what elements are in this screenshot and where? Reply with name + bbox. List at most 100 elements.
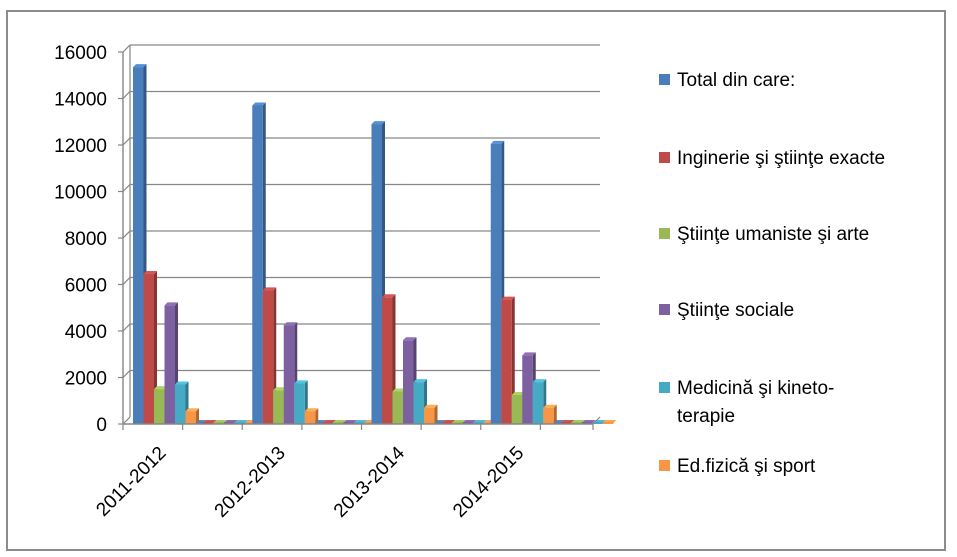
floor-piece-front <box>353 422 365 424</box>
bar-top <box>511 391 526 395</box>
bar-top <box>164 302 178 306</box>
x-tick-label: 2011-2012 <box>92 443 170 521</box>
bar-top <box>294 380 308 384</box>
floor-piece-front <box>192 422 204 424</box>
x-axis-ticks: 2011-2012 2012-2013 2013-2014 2014-2015 <box>92 424 594 522</box>
floor-piece-front <box>343 422 354 424</box>
bar-top <box>392 388 406 392</box>
legend-swatch <box>659 228 670 239</box>
bar-front <box>403 340 414 424</box>
bar-top <box>543 404 557 408</box>
bar-top <box>273 387 287 391</box>
legend-swatch <box>659 382 670 393</box>
bar-front <box>532 382 544 424</box>
y-tick-label: 10000 <box>54 183 107 204</box>
floor-piece-front <box>483 422 495 424</box>
bar-front <box>522 355 533 424</box>
bar <box>543 404 557 424</box>
gridline-side <box>122 44 131 53</box>
floor-piece-front <box>441 422 453 424</box>
bar-side <box>511 296 515 424</box>
gridline-side <box>122 230 131 239</box>
y-tick-label: 0 <box>96 415 107 436</box>
bar-front <box>424 407 435 424</box>
legend-label: Ştiinţe umaniste şi arte <box>677 224 869 245</box>
gridline-side <box>122 370 131 378</box>
bar-top <box>424 404 438 408</box>
bar-front <box>543 407 554 424</box>
floor-piece-front <box>213 422 225 424</box>
bar-top <box>252 102 266 106</box>
bar-top <box>154 386 168 390</box>
floor-piece-front <box>581 422 593 424</box>
legend: Total din care: Inginerie şi ştiinţe exac… <box>659 70 885 477</box>
floor-piece-front <box>322 422 333 424</box>
x-tick-label: 2012-2013 <box>211 443 290 522</box>
bar-front <box>133 67 144 425</box>
floor-piece-front <box>560 422 572 424</box>
legend-label: Ed.fizică şi sport <box>677 456 816 477</box>
gridlines <box>122 44 600 425</box>
floor-piece-front <box>473 422 484 424</box>
bar-side <box>434 404 438 424</box>
legend-item: Inginerie şi ştiinţe exacte <box>659 148 885 169</box>
bar-top <box>262 287 277 291</box>
bar-top <box>143 271 157 275</box>
floor-piece-front <box>550 422 561 424</box>
bar-front <box>262 290 274 424</box>
gridline-side <box>122 184 131 192</box>
bar-top <box>371 121 385 125</box>
y-tick-label: 12000 <box>54 136 107 157</box>
bar-front <box>490 143 502 424</box>
bar-front <box>511 394 523 424</box>
bar <box>501 296 515 424</box>
y-axis-ticks: 0 2000 4000 6000 8000 10000 12000 14000 16000 <box>54 43 123 436</box>
floor-piece-front <box>224 422 235 424</box>
bars <box>133 64 557 425</box>
floor-piece-front <box>245 422 256 424</box>
bar-front <box>304 411 316 424</box>
bar-top <box>185 408 199 412</box>
y-tick-label: 14000 <box>54 90 107 111</box>
floor-piece-front <box>462 422 474 424</box>
floor-piece-front <box>452 422 463 424</box>
floor-piece-front <box>592 422 603 424</box>
bar-front <box>175 384 186 424</box>
bar-side <box>553 404 557 424</box>
bar-front <box>273 390 284 424</box>
bar-top <box>522 352 536 356</box>
legend-swatch <box>659 304 670 315</box>
legend-label: Inginerie şi ştiinţe exacte <box>677 148 885 169</box>
legend-swatch <box>659 152 670 163</box>
x-axis-end <box>592 416 601 425</box>
x-tick-label: 2013-2014 <box>330 442 409 521</box>
legend-swatch <box>659 460 670 471</box>
bar-front <box>294 383 305 424</box>
y-tick-label: 6000 <box>65 276 107 297</box>
legend-label: Total din care: <box>677 70 795 91</box>
bar-top <box>382 294 396 298</box>
legend-item: Medicină şi kineto-terapie <box>659 378 834 427</box>
gridline-side <box>122 416 131 425</box>
bar-front <box>413 382 424 424</box>
gridline-side <box>122 137 131 146</box>
bar <box>185 408 199 424</box>
empty-slot-floor <box>550 420 617 424</box>
bar-top <box>403 337 417 341</box>
bar-top <box>133 64 147 68</box>
gridline-side <box>122 91 131 99</box>
floor-piece-front <box>203 422 214 424</box>
legend-item: Ed.fizică şi sport <box>659 456 816 477</box>
legend-label: terapie <box>677 406 735 427</box>
floor-piece-front <box>571 422 582 424</box>
bar-front <box>252 105 263 424</box>
y-tick-label: 4000 <box>65 322 107 343</box>
floor-piece-front <box>332 422 344 424</box>
x-tick-label: 2014-2015 <box>449 443 528 522</box>
bar-side <box>196 408 199 424</box>
bar-front <box>501 299 512 424</box>
bar-side <box>315 408 319 424</box>
gridline-side <box>122 323 131 332</box>
y-tick-label: 16000 <box>54 43 107 64</box>
